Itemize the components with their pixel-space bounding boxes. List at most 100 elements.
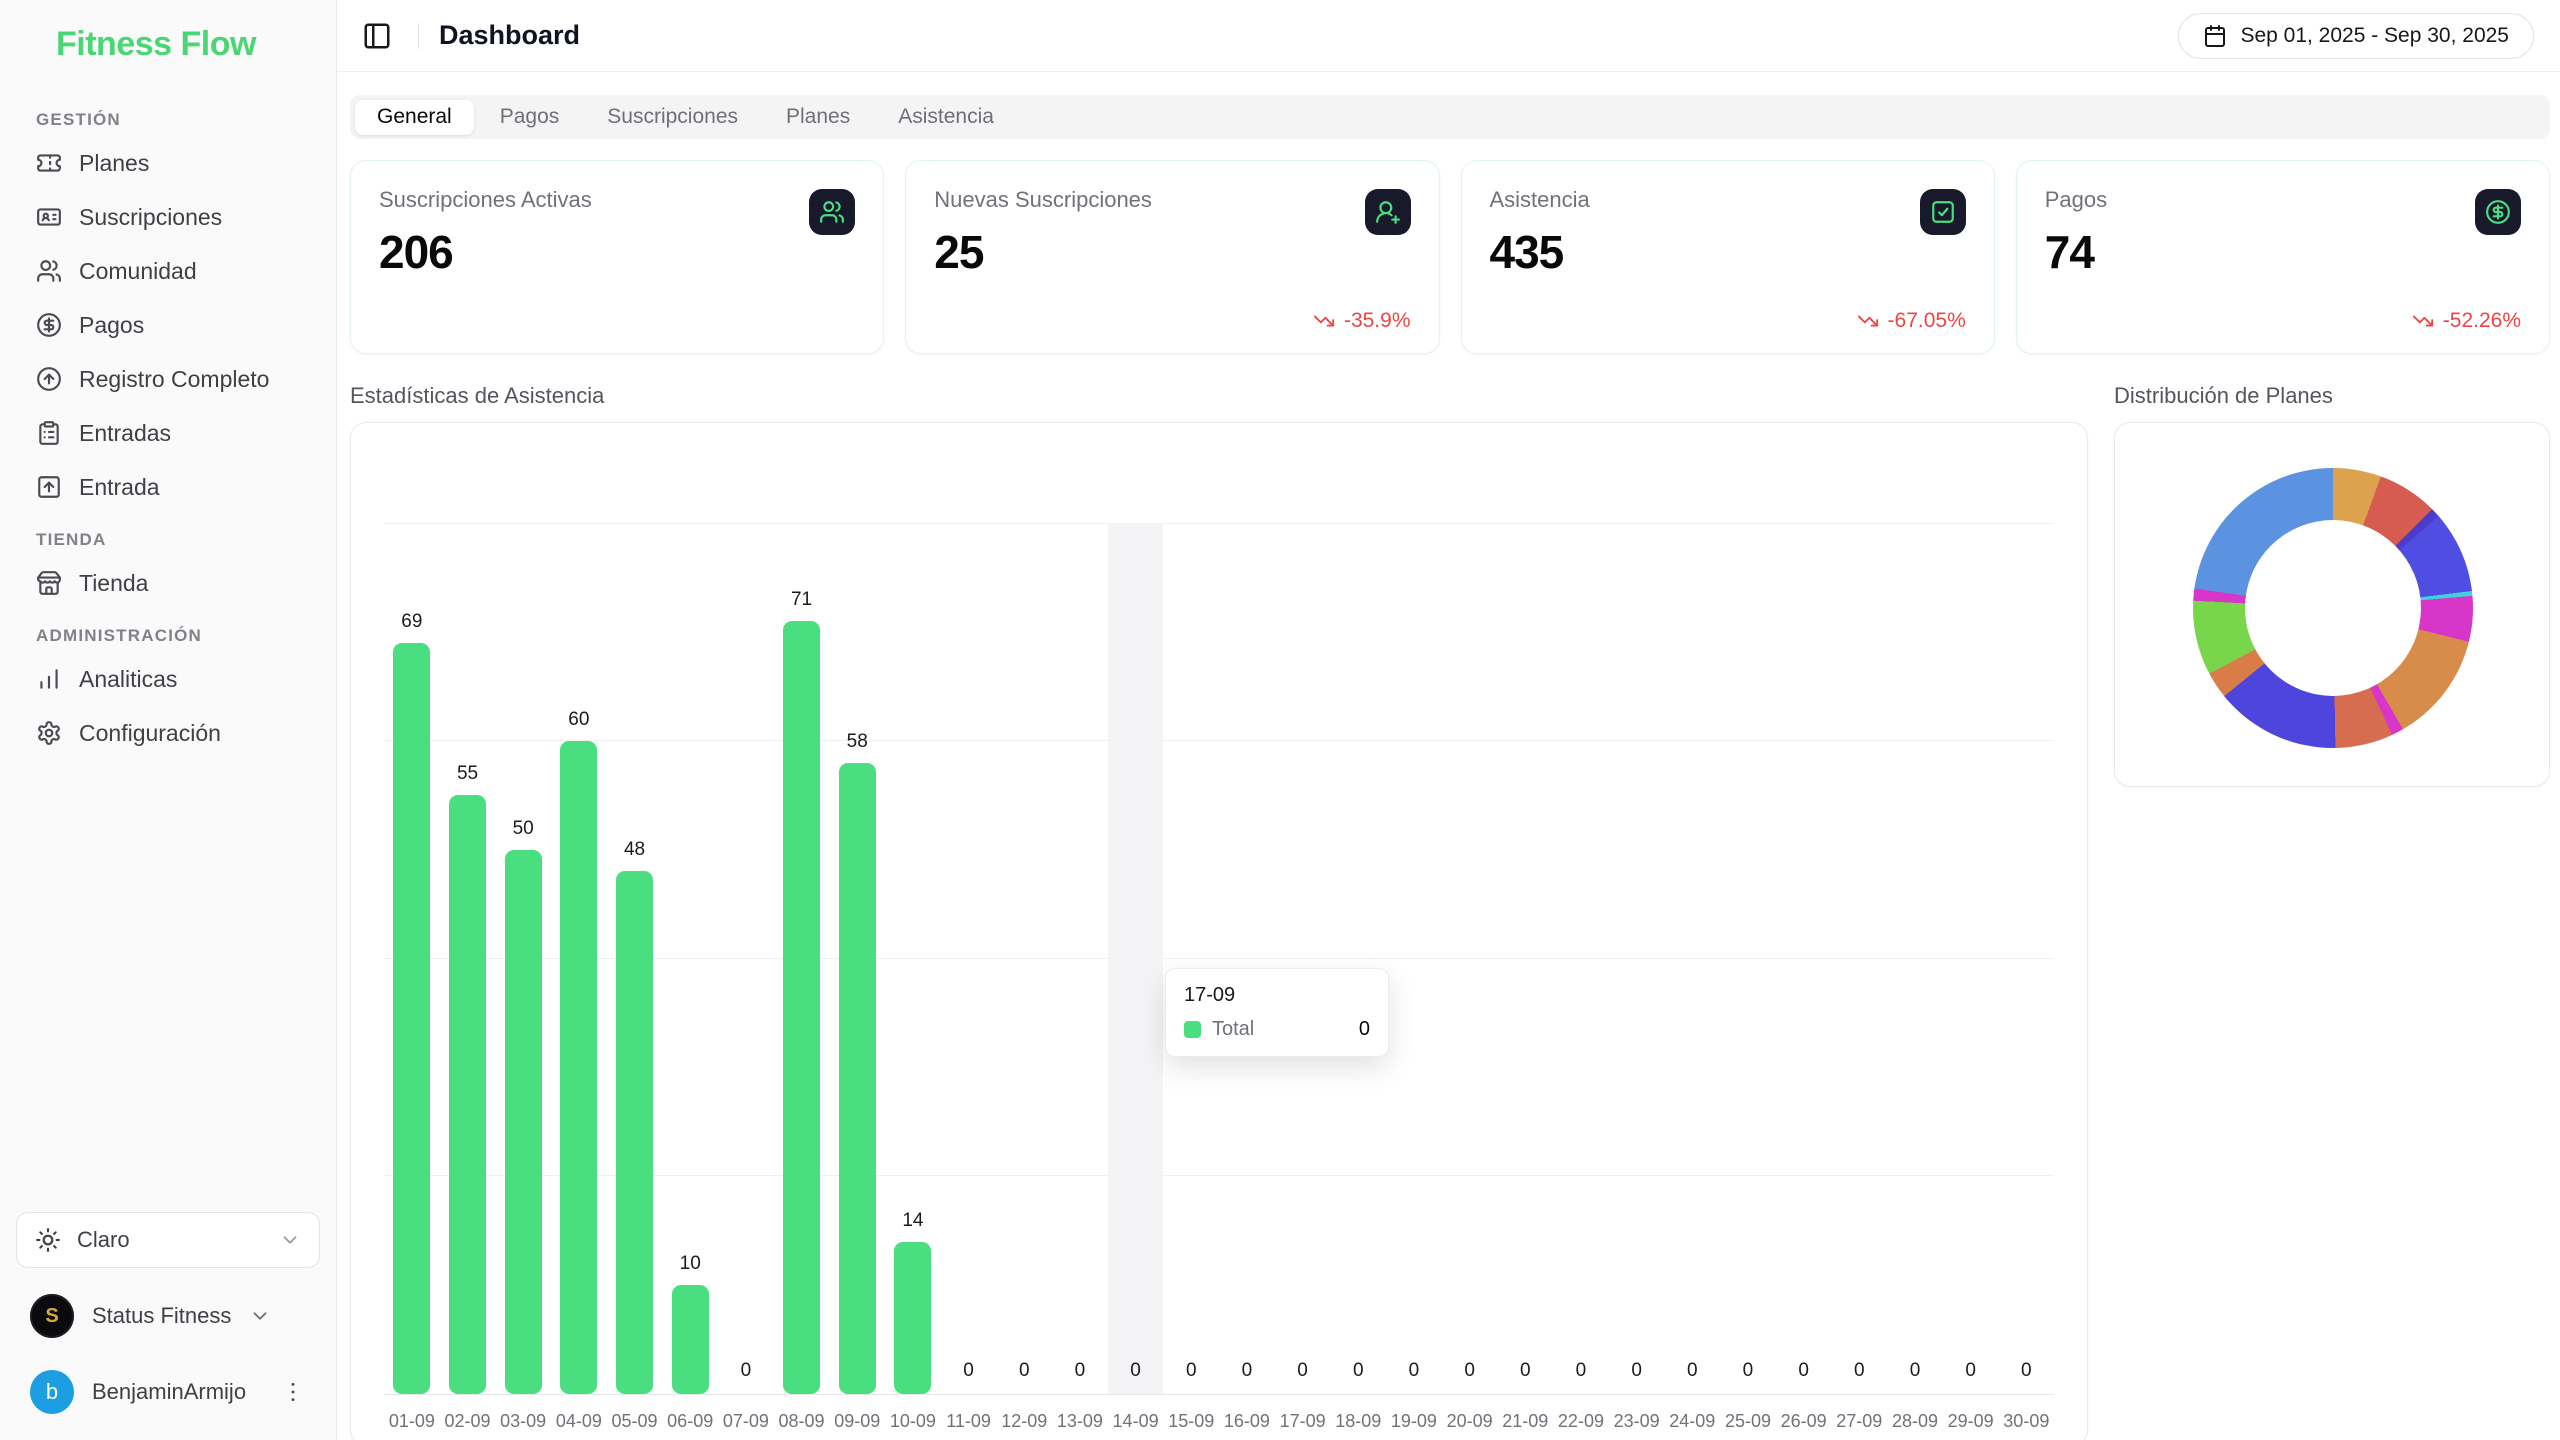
bar-column-07-09[interactable]: 0 — [718, 523, 774, 1394]
bar-value-label: 0 — [718, 1360, 774, 1382]
users-icon — [819, 199, 845, 225]
bar-column-16-09[interactable]: 0 — [1219, 523, 1275, 1394]
bar-column-25-09[interactable]: 0 — [1720, 523, 1776, 1394]
trending-down-icon — [1857, 310, 1879, 332]
stat-card-value: 435 — [1490, 225, 1966, 279]
bar-column-02-09[interactable]: 55 — [440, 523, 496, 1394]
bar-value-label: 0 — [1219, 1360, 1275, 1382]
bar-column-30-09[interactable]: 0 — [1998, 523, 2054, 1394]
sidebar-item-suscripciones[interactable]: Suscripciones — [16, 190, 320, 244]
trending-down-icon — [2412, 310, 2434, 332]
stat-card-value: 74 — [2045, 225, 2521, 279]
bar-column-06-09[interactable]: 10 — [662, 523, 718, 1394]
x-axis-label: 07-09 — [718, 1411, 774, 1432]
stat-card-value: 25 — [934, 225, 1410, 279]
attendance-chart-card: 17-09 Total 0 69555060481007158140000000… — [350, 422, 2088, 1440]
bar — [616, 871, 653, 1394]
bar-column-29-09[interactable]: 0 — [1943, 523, 1999, 1394]
bar-column-28-09[interactable]: 0 — [1887, 523, 1943, 1394]
plans-donut[interactable] — [2193, 468, 2473, 748]
sidebar-toggle-button[interactable] — [356, 15, 398, 57]
bar-column-15-09[interactable]: 0 — [1163, 523, 1219, 1394]
square-check-icon — [1930, 199, 1956, 225]
plans-chart-card — [2114, 422, 2550, 787]
user-options-button[interactable] — [274, 1373, 312, 1411]
tooltip-series-label: Total — [1212, 1018, 1254, 1041]
bar-column-12-09[interactable]: 0 — [996, 523, 1052, 1394]
sidebar-item-configuración[interactable]: Configuración — [16, 706, 320, 760]
sidebar-item-entrada[interactable]: Entrada — [16, 460, 320, 514]
org-switcher[interactable]: S Status Fitness — [16, 1294, 320, 1338]
bar-column-18-09[interactable]: 0 — [1330, 523, 1386, 1394]
bar-column-27-09[interactable]: 0 — [1831, 523, 1887, 1394]
bar-column-22-09[interactable]: 0 — [1553, 523, 1609, 1394]
org-name: Status Fitness — [92, 1303, 231, 1329]
bar-chart-icon — [36, 666, 62, 692]
bar-column-05-09[interactable]: 48 — [607, 523, 663, 1394]
tab-general[interactable]: General — [355, 100, 474, 135]
bar-column-01-09[interactable]: 69 — [384, 523, 440, 1394]
bar — [894, 1242, 931, 1394]
sidebar-item-pagos[interactable]: Pagos — [16, 298, 320, 352]
tabs: GeneralPagosSuscripcionesPlanesAsistenci… — [350, 95, 2550, 139]
bar-column-23-09[interactable]: 0 — [1609, 523, 1665, 1394]
bar — [672, 1285, 709, 1394]
sidebar-item-tienda[interactable]: Tienda — [16, 556, 320, 610]
bar-column-03-09[interactable]: 50 — [495, 523, 551, 1394]
bar-column-11-09[interactable]: 0 — [941, 523, 997, 1394]
bar-column-10-09[interactable]: 14 — [885, 523, 941, 1394]
sidebar-item-planes[interactable]: Planes — [16, 136, 320, 190]
bar-column-14-09[interactable]: 0 — [1108, 523, 1164, 1394]
tab-suscripciones[interactable]: Suscripciones — [585, 100, 760, 135]
topbar: Dashboard Sep 01, 2025 - Sep 30, 2025 — [337, 0, 2560, 72]
bar-value-label: 0 — [1497, 1360, 1553, 1382]
stat-card-label: Nuevas Suscripciones — [934, 187, 1410, 213]
bar — [393, 643, 430, 1394]
sidebar-item-entradas[interactable]: Entradas — [16, 406, 320, 460]
bar-column-13-09[interactable]: 0 — [1052, 523, 1108, 1394]
bar-column-26-09[interactable]: 0 — [1776, 523, 1832, 1394]
bar-value-label: 60 — [551, 709, 607, 731]
bar-value-label: 0 — [1609, 1360, 1665, 1382]
bar-column-04-09[interactable]: 60 — [551, 523, 607, 1394]
x-axis-label: 11-09 — [941, 1411, 997, 1432]
x-axis-label: 05-09 — [607, 1411, 663, 1432]
tab-asistencia[interactable]: Asistencia — [876, 100, 1016, 135]
sidebar-item-label: Comunidad — [79, 258, 197, 285]
stat-cards: Suscripciones Activas206Nuevas Suscripci… — [350, 160, 2550, 354]
bar-value-label: 0 — [1163, 1360, 1219, 1382]
sidebar-item-registro-completo[interactable]: Registro Completo — [16, 352, 320, 406]
bar-column-08-09[interactable]: 71 — [774, 523, 830, 1394]
bar-value-label: 0 — [941, 1360, 997, 1382]
bar-value-label: 14 — [885, 1210, 941, 1232]
x-axis-label: 12-09 — [996, 1411, 1052, 1432]
app-logo: Fitness Flow — [56, 24, 320, 64]
x-axis-label: 20-09 — [1442, 1411, 1498, 1432]
bar-value-label: 0 — [1943, 1360, 1999, 1382]
bar-column-20-09[interactable]: 0 — [1442, 523, 1498, 1394]
bar-value-label: 0 — [1664, 1360, 1720, 1382]
bar-column-24-09[interactable]: 0 — [1664, 523, 1720, 1394]
x-axis-label: 24-09 — [1664, 1411, 1720, 1432]
bar-column-09-09[interactable]: 58 — [829, 523, 885, 1394]
theme-selector[interactable]: Claro — [16, 1212, 320, 1268]
tab-planes[interactable]: Planes — [764, 100, 872, 135]
user-menu[interactable]: b BenjaminArmijo — [16, 1370, 320, 1414]
date-range-button[interactable]: Sep 01, 2025 - Sep 30, 2025 — [2178, 13, 2534, 59]
sidebar-item-analiticas[interactable]: Analiticas — [16, 652, 320, 706]
date-range-value: Sep 01, 2025 - Sep 30, 2025 — [2240, 24, 2509, 48]
sidebar-item-comunidad[interactable]: Comunidad — [16, 244, 320, 298]
theme-selector-value: Claro — [77, 1227, 130, 1253]
tab-pagos[interactable]: Pagos — [478, 100, 582, 135]
bar-value-label: 0 — [996, 1360, 1052, 1382]
bar-column-19-09[interactable]: 0 — [1386, 523, 1442, 1394]
bar-column-17-09[interactable]: 0 — [1275, 523, 1331, 1394]
chevron-down-icon — [249, 1305, 271, 1327]
x-axis-label: 01-09 — [384, 1411, 440, 1432]
sidebar-item-label: Tienda — [79, 570, 148, 597]
bar-column-21-09[interactable]: 0 — [1497, 523, 1553, 1394]
chevron-down-icon — [249, 1305, 271, 1327]
nav-section-label: GESTIÓN — [36, 110, 308, 130]
bar-value-label: 0 — [1553, 1360, 1609, 1382]
sidebar-item-label: Analiticas — [79, 666, 177, 693]
